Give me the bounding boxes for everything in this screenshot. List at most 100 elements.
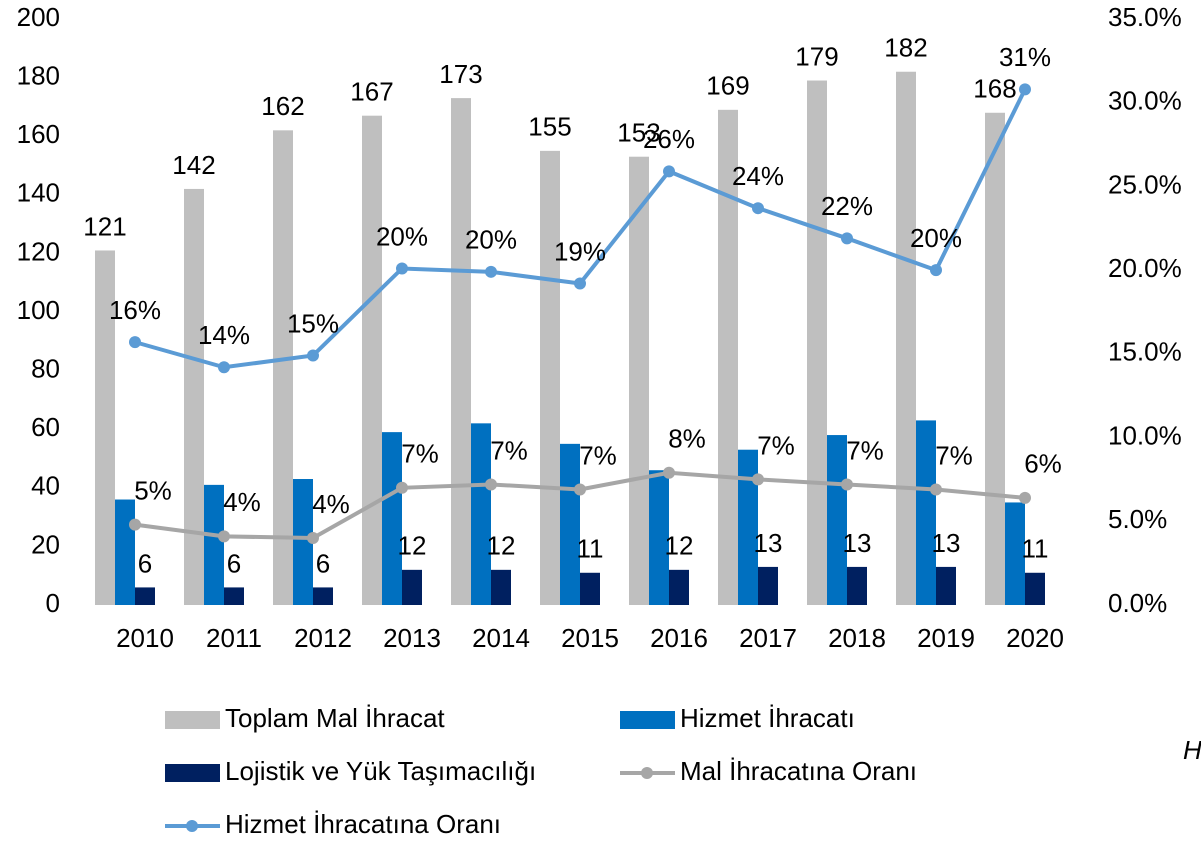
data-label: 11	[577, 534, 604, 564]
y2-tick-label: 35.0%	[1108, 2, 1182, 32]
legend-swatch	[165, 711, 220, 729]
line-point	[574, 483, 586, 496]
bar	[580, 572, 600, 605]
x-tick-label: 2017	[739, 623, 797, 653]
bar	[847, 566, 867, 605]
data-label: 14%	[198, 320, 250, 350]
bar	[985, 112, 1005, 605]
data-label: 26%	[643, 124, 695, 154]
bar	[1005, 502, 1025, 605]
x-tick-label: 2012	[294, 623, 352, 653]
legend-label: Toplam Mal İhracat	[225, 703, 445, 733]
line-point	[129, 518, 141, 531]
data-label: 162	[261, 91, 304, 121]
data-label: 13	[843, 528, 872, 558]
data-label: 20%	[465, 225, 517, 255]
line-point	[307, 349, 319, 362]
y2-tick-label: 5.0%	[1108, 504, 1167, 534]
x-tick-label: 2019	[917, 623, 975, 653]
line-point	[218, 530, 230, 543]
line-point	[752, 202, 764, 215]
data-label: 12	[487, 531, 516, 561]
data-label: 8%	[668, 424, 706, 454]
x-tick-label: 2010	[116, 623, 174, 653]
data-label: 20%	[376, 221, 428, 251]
data-label: 168	[973, 74, 1016, 104]
y-tick-label: 60	[31, 412, 60, 442]
y2-tick-label: 0.0%	[1108, 588, 1167, 618]
line-point	[663, 165, 675, 178]
data-label: 4%	[223, 487, 261, 517]
y2-tick-label: 25.0%	[1108, 169, 1182, 199]
data-label: 6	[138, 548, 152, 578]
bar	[718, 109, 738, 605]
data-label: 20%	[910, 223, 962, 253]
bar	[669, 569, 689, 605]
data-label: 22%	[821, 191, 873, 221]
x-tick-label: 2018	[828, 623, 886, 653]
data-label: 6	[316, 548, 330, 578]
line-point	[307, 532, 319, 545]
bar	[936, 566, 956, 605]
bar	[896, 71, 916, 606]
legend-swatch	[186, 820, 198, 832]
data-label: 12	[398, 531, 427, 561]
bar	[758, 566, 778, 605]
x-tick-label: 2020	[1006, 623, 1064, 653]
bar	[916, 420, 936, 605]
bar	[560, 443, 580, 605]
bar	[313, 587, 333, 605]
data-label: 7%	[401, 439, 439, 469]
data-label: 16%	[109, 295, 161, 325]
bar	[293, 479, 313, 605]
data-label: 7%	[935, 440, 973, 470]
y2-tick-label: 20.0%	[1108, 253, 1182, 283]
data-label: 13	[754, 528, 783, 558]
data-label: 6%	[1024, 449, 1062, 479]
y-tick-label: 20	[31, 529, 60, 559]
data-label: 169	[706, 71, 749, 101]
data-label: 182	[884, 33, 927, 63]
y-tick-label: 160	[17, 119, 60, 149]
y-tick-label: 0	[46, 588, 60, 618]
y-tick-label: 120	[17, 236, 60, 266]
data-label: 4%	[312, 489, 350, 519]
line-point	[485, 478, 497, 491]
legend-label: Lojistik ve Yük Taşımacılığı	[225, 756, 536, 786]
bar	[204, 484, 224, 605]
line-point	[930, 483, 942, 496]
y2-tick-label: 10.0%	[1108, 420, 1182, 450]
data-label: 121	[83, 211, 126, 241]
line-point	[396, 262, 408, 275]
legend-label: Mal İhracatına Oranı	[680, 756, 917, 786]
data-label: 173	[439, 59, 482, 89]
x-tick-label: 2014	[472, 623, 530, 653]
data-label: 31%	[999, 42, 1051, 72]
data-label: 11	[1022, 534, 1049, 564]
bar	[629, 156, 649, 605]
data-label: 24%	[732, 161, 784, 191]
line-point	[1019, 83, 1031, 96]
line-point	[574, 277, 586, 290]
y-tick-label: 140	[17, 178, 60, 208]
bar	[224, 587, 244, 605]
y-tick-label: 80	[31, 353, 60, 383]
line-point	[1019, 491, 1031, 504]
data-label: 142	[172, 150, 215, 180]
bar	[402, 569, 422, 605]
legend-label: Hizmet İhracatı	[680, 703, 855, 733]
bar	[540, 150, 560, 605]
x-tick-label: 2013	[383, 623, 441, 653]
bar	[273, 130, 293, 605]
bar	[738, 449, 758, 605]
bar	[807, 80, 827, 605]
line-point	[396, 481, 408, 494]
data-label: 13	[932, 528, 961, 558]
bar	[382, 432, 402, 605]
bar	[451, 98, 471, 606]
line-point	[218, 361, 230, 374]
line-point	[930, 264, 942, 277]
x-tick-label: 2015	[561, 623, 619, 653]
x-tick-label: 2016	[650, 623, 708, 653]
